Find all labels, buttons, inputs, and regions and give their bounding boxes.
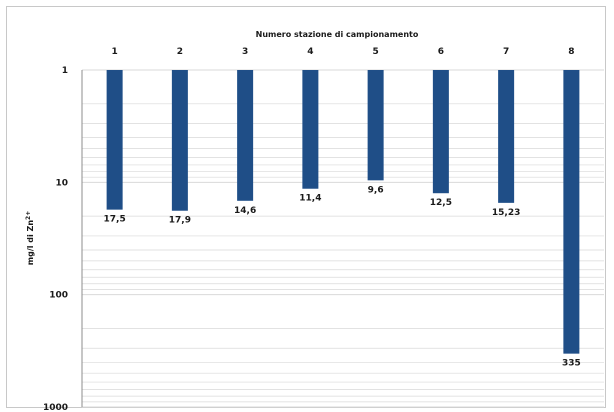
bar-station-1 xyxy=(106,70,123,210)
category-label: 1 xyxy=(111,47,117,57)
category-label: 5 xyxy=(372,47,378,57)
bars xyxy=(106,70,580,354)
data-label: 12,5 xyxy=(430,198,452,208)
y-tick-label: 1000 xyxy=(43,403,68,412)
category-label: 4 xyxy=(307,47,313,57)
bar-station-5 xyxy=(367,70,384,181)
y-axis-label-superscript: 2+ xyxy=(25,211,32,220)
bar-station-3 xyxy=(237,70,254,201)
bar-station-8 xyxy=(563,70,580,354)
y-tick-label: 1 xyxy=(62,66,68,76)
y-axis-label: mg/l di Zn2+ xyxy=(25,211,35,265)
gridlines xyxy=(82,69,604,408)
labels: 1 10 100 1000 1 17,5 2 17,9 3 14,6 4 11,4 5 9,6 6 12,5 7… xyxy=(43,47,581,412)
bar-station-7 xyxy=(498,70,515,203)
category-label: 8 xyxy=(568,47,574,57)
chart-title: Numero stazione di campionamento xyxy=(256,30,419,39)
data-label: 17,9 xyxy=(169,216,191,226)
category-label: 3 xyxy=(242,47,248,57)
y-tick-label: 100 xyxy=(49,291,68,301)
data-label: 17,5 xyxy=(104,215,126,225)
data-label: 335 xyxy=(562,359,581,369)
data-label: 9,6 xyxy=(368,185,384,195)
bar-station-2 xyxy=(171,70,188,211)
category-label: 2 xyxy=(177,47,183,57)
data-label: 14,6 xyxy=(234,206,256,216)
y-tick-label: 10 xyxy=(55,178,68,188)
category-label: 7 xyxy=(503,47,509,57)
bar-station-4 xyxy=(302,70,319,189)
data-label: 15,23 xyxy=(492,208,520,218)
category-label: 6 xyxy=(438,47,444,57)
bar-station-6 xyxy=(432,70,449,194)
data-label: 11,4 xyxy=(299,194,321,204)
